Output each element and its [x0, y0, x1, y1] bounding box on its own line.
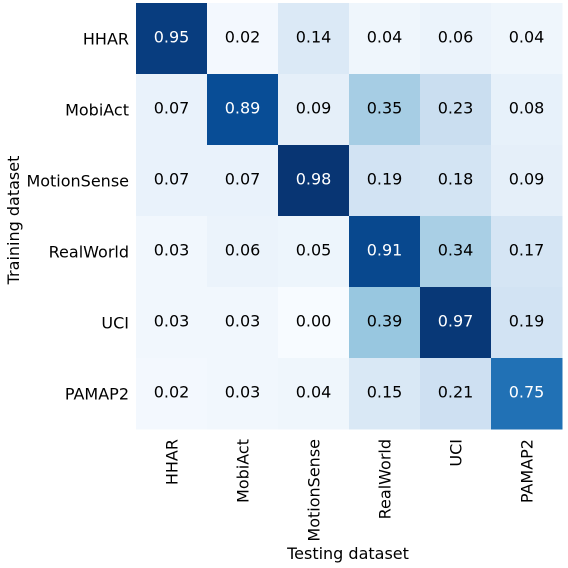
heatmap-value-r1-c3: 0.35 — [367, 99, 403, 118]
heatmap-cell-r4-c2 — [278, 287, 350, 359]
heatmap-cell-r2-c3 — [349, 145, 421, 217]
x-tick-label-1: MobiAct — [234, 439, 253, 503]
y-tick-label-0: HHAR — [83, 30, 129, 49]
heatmap-value-r4-c0: 0.03 — [154, 312, 190, 331]
heatmap-cell-r5-c2 — [278, 358, 350, 430]
heatmap-value-r3-c1: 0.06 — [225, 241, 261, 260]
heatmap-value-r2-c5: 0.09 — [509, 170, 545, 189]
heatmap-cell-r4-c0 — [136, 287, 208, 359]
heatmap-value-r5-c4: 0.21 — [438, 383, 474, 402]
heatmap-cell-r3-c2 — [278, 216, 350, 288]
heatmap-value-r3-c4: 0.34 — [438, 241, 474, 260]
x-tick-label-3: RealWorld — [376, 439, 395, 519]
heatmap-cell-r1-c2 — [278, 74, 350, 146]
x-tick-label-5: PAMAP2 — [518, 439, 537, 503]
heatmap-value-r4-c2: 0.00 — [296, 312, 332, 331]
heatmap-cell-r0-c4 — [420, 3, 492, 75]
heatmap-value-r3-c0: 0.03 — [154, 241, 190, 260]
heatmap-cell-r3-c1 — [207, 216, 279, 288]
heatmap-cell-r4-c3 — [349, 287, 421, 359]
heatmap-cell-r0-c3 — [349, 3, 421, 75]
y-tick-label-5: PAMAP2 — [65, 385, 129, 404]
y-tick-label-2: MotionSense — [26, 172, 129, 191]
heatmap-value-r0-c3: 0.04 — [367, 28, 403, 47]
heatmap-cell-r2-c4 — [420, 145, 492, 217]
x-axis-label: Testing dataset — [286, 544, 409, 563]
heatmap-cell-r5-c4 — [420, 358, 492, 430]
heatmap-cell-r5-c5 — [491, 358, 563, 430]
heatmap-cell-r3-c0 — [136, 216, 208, 288]
heatmap-value-r3-c3: 0.91 — [367, 241, 403, 260]
heatmap-cell-r5-c0 — [136, 358, 208, 430]
y-tick-label-1: MobiAct — [65, 101, 129, 120]
heatmap-value-r0-c2: 0.14 — [296, 28, 332, 47]
heatmap-value-r0-c4: 0.06 — [438, 28, 474, 47]
heatmap-cell-r1-c3 — [349, 74, 421, 146]
heatmap-value-r0-c0: 0.95 — [154, 28, 190, 47]
heatmap-cell-r3-c4 — [420, 216, 492, 288]
x-tick-label-4: UCI — [447, 439, 466, 467]
heatmap-cell-r3-c5 — [491, 216, 563, 288]
heatmap-cell-r1-c1 — [207, 74, 279, 146]
heatmap-cell-r0-c1 — [207, 3, 279, 75]
heatmap-value-r0-c1: 0.02 — [225, 28, 261, 47]
heatmap-value-r2-c3: 0.19 — [367, 170, 403, 189]
heatmap-value-r1-c4: 0.23 — [438, 99, 474, 118]
x-tick-label-2: MotionSense — [305, 439, 324, 542]
heatmap-cell-r1-c0 — [136, 74, 208, 146]
heatmap-value-r5-c5: 0.75 — [509, 383, 545, 402]
heatmap-value-r2-c0: 0.07 — [154, 170, 190, 189]
heatmap-value-r4-c4: 0.97 — [438, 312, 474, 331]
heatmap-value-r1-c5: 0.08 — [509, 99, 545, 118]
heatmap-value-r5-c2: 0.04 — [296, 383, 332, 402]
heatmap-value-r1-c2: 0.09 — [296, 99, 332, 118]
heatmap-cell-r3-c3 — [349, 216, 421, 288]
heatmap-cells: 0.95 0.02 0.14 0.04 0.06 0.04 0.07 0.89 0.09 0.35… — [136, 3, 563, 430]
heatmap-value-r2-c1: 0.07 — [225, 170, 261, 189]
x-tick-label-0: HHAR — [163, 439, 182, 485]
heatmap-value-r5-c0: 0.02 — [154, 383, 190, 402]
heatmap-value-r2-c2: 0.98 — [296, 170, 332, 189]
heatmap-cell-r2-c1 — [207, 145, 279, 217]
heatmap-value-r1-c0: 0.07 — [154, 99, 190, 118]
heatmap-cell-r4-c4 — [420, 287, 492, 359]
y-tick-labels: HHAR MobiAct MotionSense RealWorld UCI PAMAP2 — [26, 30, 129, 404]
heatmap-value-r5-c3: 0.15 — [367, 383, 403, 402]
y-tick-label-4: UCI — [101, 314, 129, 333]
heatmap-cell-r4-c5 — [491, 287, 563, 359]
heatmap-cell-r4-c1 — [207, 287, 279, 359]
heatmap-cell-r5-c1 — [207, 358, 279, 430]
heatmap-value-r4-c3: 0.39 — [367, 312, 403, 331]
heatmap-cell-r2-c5 — [491, 145, 563, 217]
heatmap-value-r3-c2: 0.05 — [296, 241, 332, 260]
x-tick-labels: HHAR MobiAct MotionSense RealWorld UCI PAMAP2 — [163, 439, 537, 542]
heatmap-cell-r0-c0 — [136, 3, 208, 75]
heatmap-cell-r1-c4 — [420, 74, 492, 146]
heatmap-value-r1-c1: 0.89 — [225, 99, 261, 118]
heatmap-cell-r5-c3 — [349, 358, 421, 430]
y-tick-label-3: RealWorld — [49, 243, 129, 262]
heatmap-value-r4-c1: 0.03 — [225, 312, 261, 331]
heatmap-cell-r2-c2 — [278, 145, 350, 217]
y-axis-label: Training dataset — [4, 156, 23, 286]
heatmap-cell-r0-c5 — [491, 3, 563, 75]
heatmap-value-r0-c5: 0.04 — [509, 28, 545, 47]
heatmap-cell-r2-c0 — [136, 145, 208, 217]
heatmap-value-r5-c1: 0.03 — [225, 383, 261, 402]
heatmap-value-r3-c5: 0.17 — [509, 241, 545, 260]
heatmap-value-r4-c5: 0.19 — [509, 312, 545, 331]
heatmap-cell-r1-c5 — [491, 74, 563, 146]
heatmap-cell-r0-c2 — [278, 3, 350, 75]
heatmap-value-r2-c4: 0.18 — [438, 170, 474, 189]
